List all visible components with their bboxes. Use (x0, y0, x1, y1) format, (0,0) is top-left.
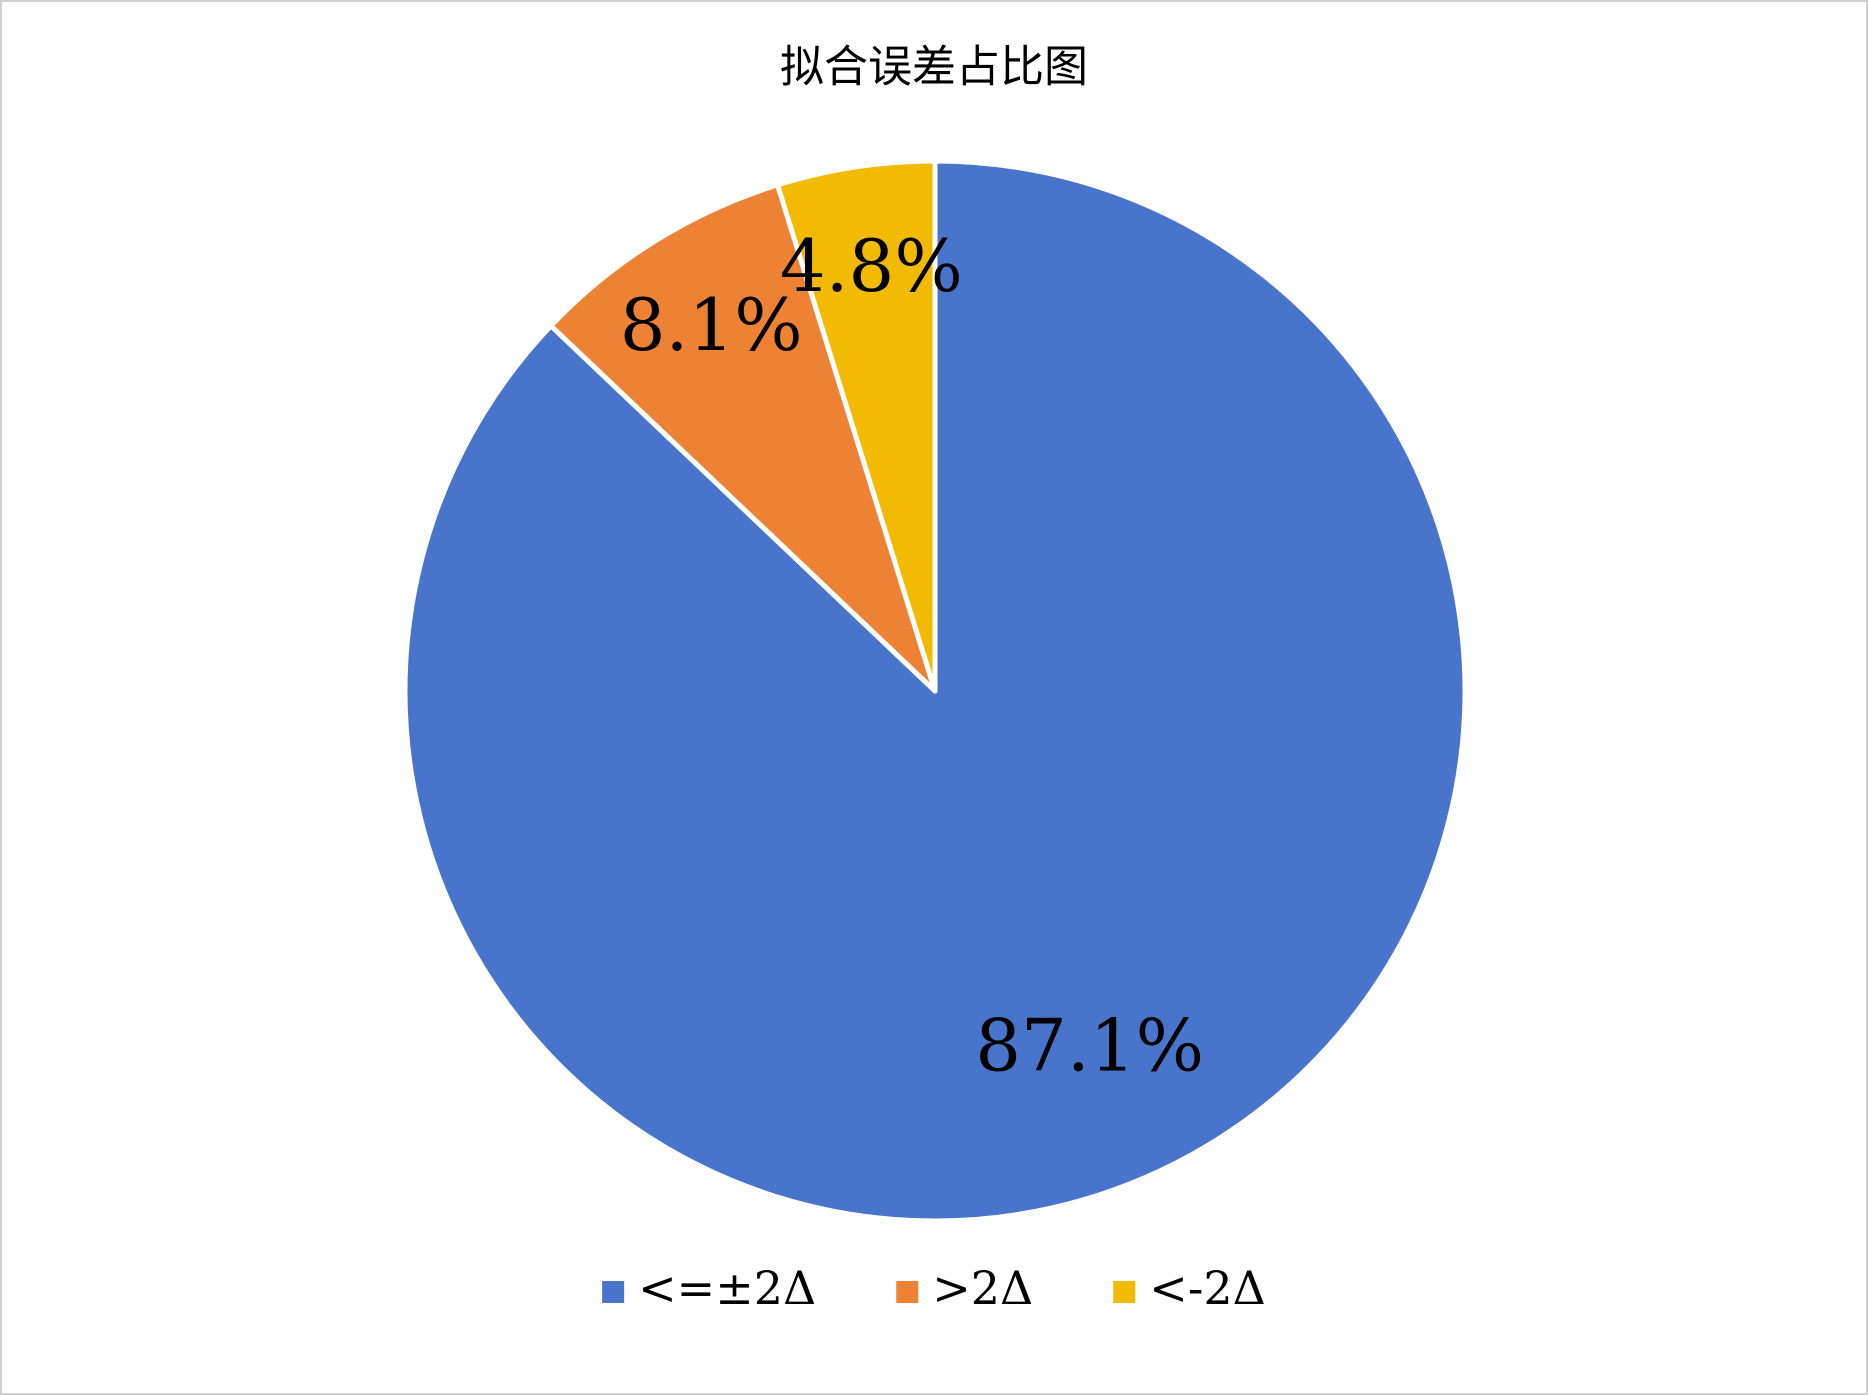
pie-slice (548, 182, 938, 694)
legend-label: >2Δ (932, 1261, 1033, 1315)
legend-marker (602, 1281, 625, 1303)
legend-label: <-2Δ (1149, 1261, 1266, 1315)
legend-label: <=±2Δ (638, 1261, 816, 1315)
data-label: 8.1% (620, 283, 803, 367)
chart-title: 拟合误差占比图 (780, 42, 1088, 93)
legend-marker (1113, 1281, 1136, 1303)
data-label: 87.1% (975, 1003, 1204, 1087)
pie-slice (775, 158, 938, 694)
data-label: 4.8% (780, 224, 963, 308)
legend-marker (896, 1281, 919, 1303)
